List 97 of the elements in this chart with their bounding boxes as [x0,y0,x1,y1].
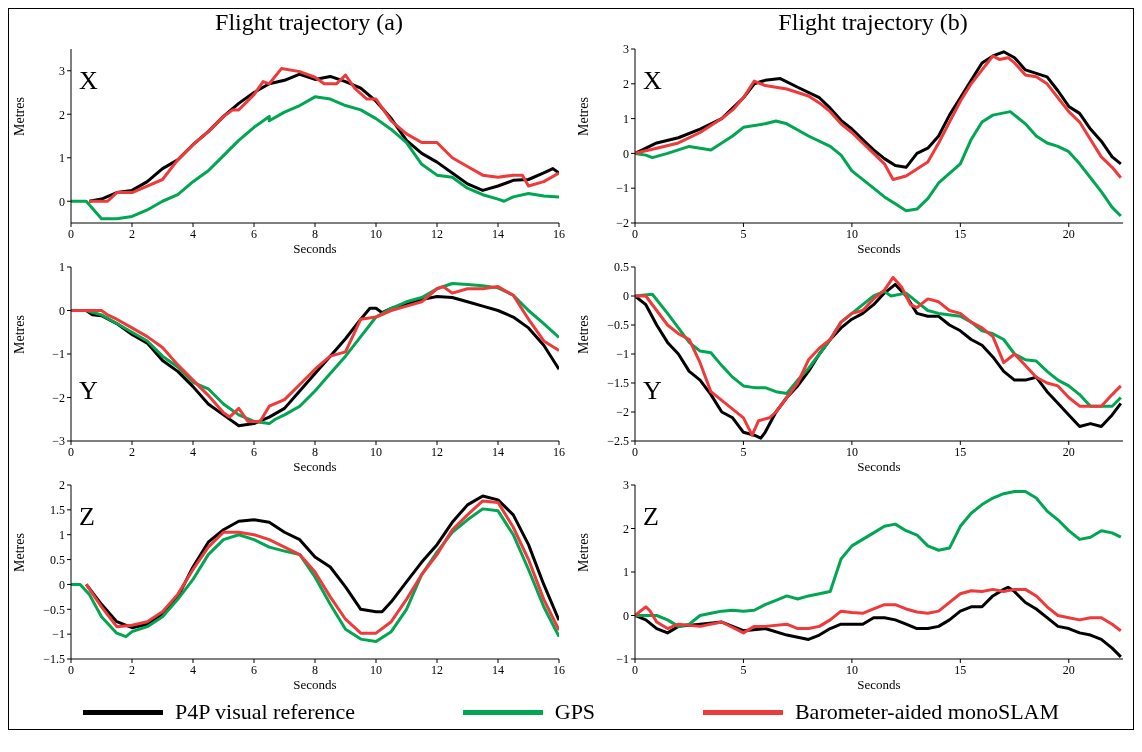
x-tick-label: 14 [492,662,504,677]
y-tick-label: 0 [623,289,629,304]
x-axis-title: Seconds [857,241,901,256]
line-series [635,490,1123,628]
annotation: Y [79,376,98,405]
legend-label: P4P visual reference [174,699,355,725]
y-axis-title: Metres [11,97,27,136]
y-tick-label: 3 [623,42,629,57]
annotation: X [643,66,662,95]
x-axis-title: Seconds [293,241,337,256]
y-axis-title: Metres [575,533,591,572]
chart-title: Flight trajectory (a) [214,9,404,37]
x-tick-label: 5 [740,662,747,677]
y-tick-label: −1 [616,181,629,196]
y-axis-title: Metres [11,533,27,572]
y-tick-label: −3 [52,434,65,449]
y-tick-label: −1.5 [43,652,65,667]
y-tick-label: 0 [59,303,65,318]
x-tick-label: 4 [190,662,196,677]
y-tick-label: 2 [623,77,629,92]
x-tick-label: 20 [1062,226,1075,241]
x-tick-label: 10 [370,444,382,459]
y-tick-label: 3 [59,64,65,79]
y-tick-label: 0 [59,194,65,209]
x-tick-label: 2 [129,226,135,241]
x-tick-label: 5 [740,444,747,459]
chart-title: Flight trajectory (b) [777,9,969,37]
x-tick-label: 16 [553,226,565,241]
y-tick-label: −1.5 [607,376,629,391]
line-series [635,110,1123,218]
x-tick-label: 5 [740,226,747,241]
y-axis-title: Metres [11,315,27,354]
x-tick-label: 12 [431,226,443,241]
y-tick-label: −1 [52,627,65,642]
y-tick-label: 0 [59,577,65,592]
x-axis-title: Seconds [857,677,901,692]
line-series [635,587,1123,635]
x-tick-label: 8 [312,662,318,677]
x-tick-label: 14 [492,226,504,241]
y-tick-label: −1 [52,347,65,362]
x-tick-label: 4 [190,226,196,241]
y-tick-label: 0 [623,146,629,161]
x-tick-label: 6 [251,662,257,677]
y-tick-label: 0 [623,608,629,623]
x-tick-label: 10 [370,226,382,241]
y-tick-label: 2 [59,107,65,122]
x-tick-label: 8 [312,444,318,459]
y-tick-label: −2 [616,405,629,420]
annotation: Y [643,376,662,405]
y-tick-label: 1 [623,111,629,126]
x-tick-label: 15 [954,226,967,241]
annotation: Z [643,502,659,531]
x-tick-label: 10 [845,444,858,459]
x-tick-label: 12 [431,662,443,677]
y-tick-label: −0.5 [607,318,629,333]
y-tick-label: 1 [59,151,65,166]
y-tick-label: −1 [616,347,629,362]
legend-label: GPS [554,699,596,725]
y-tick-label: −2.5 [607,434,629,449]
y-tick-label: 2 [623,521,629,536]
x-tick-label: 20 [1062,444,1075,459]
x-tick-label: 2 [129,662,135,677]
x-tick-label: 15 [954,662,967,677]
y-tick-label: −1 [616,652,629,667]
x-axis-title: Seconds [293,459,337,474]
x-tick-label: 20 [1062,662,1075,677]
x-tick-label: 12 [431,444,443,459]
x-tick-label: 6 [251,444,257,459]
y-tick-label: 0.5 [50,552,65,567]
x-tick-label: 10 [845,226,858,241]
y-tick-label: −2 [616,216,629,231]
x-tick-label: 10 [845,662,858,677]
x-axis-title: Seconds [293,677,337,692]
y-axis-title: Metres [575,315,591,354]
legend-label: Barometer-aided monoSLAM [794,699,1060,725]
y-tick-label: 1 [59,527,65,542]
x-tick-label: 2 [129,444,135,459]
x-tick-label: 6 [251,226,257,241]
y-tick-label: 1.5 [50,503,65,518]
y-tick-label: 1 [623,565,629,580]
y-tick-label: −0.5 [43,602,65,617]
y-tick-label: 0.5 [614,260,629,275]
x-tick-label: 14 [492,444,504,459]
y-tick-label: 1 [59,260,65,275]
x-tick-label: 16 [553,662,565,677]
y-axis-title: Metres [575,97,591,136]
y-tick-label: 3 [623,478,629,493]
annotation: Z [79,502,95,531]
x-axis-title: Seconds [857,459,901,474]
x-tick-label: 10 [370,662,382,677]
x-tick-label: 8 [312,226,318,241]
x-tick-label: 16 [553,444,565,459]
y-tick-label: −2 [52,390,65,405]
x-tick-label: 4 [190,444,196,459]
annotation: X [79,66,98,95]
y-tick-label: 2 [59,478,65,493]
x-tick-label: 15 [954,444,967,459]
